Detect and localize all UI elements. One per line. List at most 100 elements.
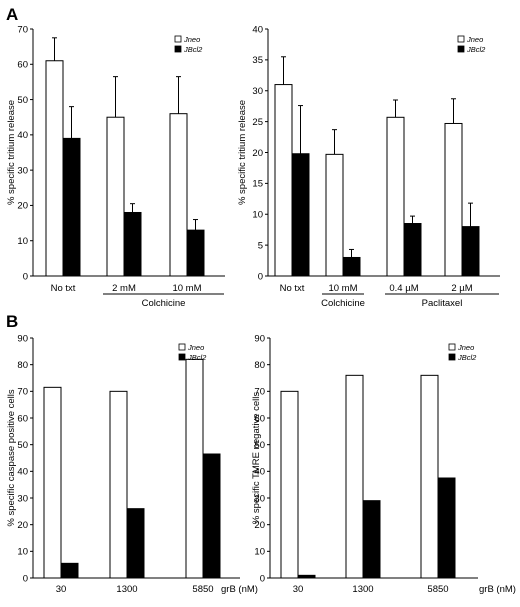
y-tick-label: 0 <box>260 573 265 584</box>
legend-label-jneo: Jneo <box>183 35 200 44</box>
y-tick-label: 30 <box>252 86 263 97</box>
bar-jbcl2-3 <box>437 477 456 579</box>
bar-jneo-3 <box>169 113 188 277</box>
y-tick-label: 20 <box>17 201 28 212</box>
y-tick-label: 60 <box>254 413 265 424</box>
legend-label-jbcl2: JBcl2 <box>187 353 207 362</box>
y-tick-label: 50 <box>17 95 28 106</box>
legend-swatch-jbcl2 <box>448 353 456 361</box>
y-tick-label: 70 <box>17 387 28 398</box>
legend-swatch-jbcl2 <box>457 45 465 53</box>
y-tick-label: 0 <box>23 573 28 584</box>
y-axis-title: % specific tritium release <box>6 100 17 205</box>
y-tick-label: 50 <box>17 440 28 451</box>
bar-jbcl2-1 <box>291 153 310 277</box>
group-label: Paclitaxel <box>422 298 463 309</box>
x-axis-unit-label: grB (nM) <box>479 584 516 595</box>
y-tick-label: 80 <box>17 360 28 371</box>
y-tick-label: 0 <box>258 271 263 282</box>
x-category-label: 1300 <box>116 584 137 595</box>
legend-swatch-jneo <box>457 35 465 43</box>
bar-jneo-2 <box>345 374 364 579</box>
y-axis-title: % specific tritium release <box>237 100 248 205</box>
x-category-label: 5850 <box>192 584 213 595</box>
bar-jneo-1 <box>274 84 293 277</box>
bar-jbcl2-4 <box>461 226 480 277</box>
y-tick-label: 50 <box>254 440 265 451</box>
x-category-label: 10 mM <box>328 283 357 294</box>
y-tick-label: 90 <box>254 333 265 344</box>
y-tick-label: 20 <box>252 148 263 159</box>
bar-jbcl2-2 <box>362 500 381 579</box>
x-category-label: 30 <box>56 584 67 595</box>
y-tick-label: 80 <box>254 360 265 371</box>
legend-label-jneo: Jneo <box>466 35 483 44</box>
legend-label-jneo: Jneo <box>187 343 204 352</box>
bar-jneo-1 <box>280 390 299 579</box>
x-category-label: No txt <box>280 283 305 294</box>
panel-label-b: B <box>6 312 18 331</box>
bar-jneo-1 <box>43 386 62 579</box>
y-tick-label: 30 <box>254 493 265 504</box>
bar-jneo-4 <box>444 122 463 277</box>
x-category-label: 1300 <box>352 584 373 595</box>
legend-label-jneo: Jneo <box>457 343 474 352</box>
bar-jneo-2 <box>325 153 344 277</box>
chart-1: 0 10 20 30 40 50 60 70 % specific tritium releas… <box>6 24 225 309</box>
legend-label-jbcl2: JBcl2 <box>183 45 203 54</box>
legend-swatch-jneo <box>448 343 456 351</box>
legend-label-jbcl2: JBcl2 <box>466 45 486 54</box>
y-tick-label: 10 <box>252 210 263 221</box>
bar-jneo-3 <box>185 358 204 579</box>
bar-jneo-1 <box>45 60 64 277</box>
y-tick-label: 25 <box>252 117 263 128</box>
bar-jbcl2-1 <box>62 137 81 277</box>
bar-jneo-2 <box>109 390 128 579</box>
x-category-label: 5850 <box>427 584 448 595</box>
x-category-label: 0.4 µM <box>389 283 418 294</box>
y-tick-label: 10 <box>17 547 28 558</box>
y-tick-label: 30 <box>17 165 28 176</box>
bar-jbcl2-3 <box>202 453 221 579</box>
y-tick-label: 30 <box>17 493 28 504</box>
y-tick-label: 35 <box>252 55 263 66</box>
bar-jneo-2 <box>106 116 125 277</box>
y-tick-label: 10 <box>254 547 265 558</box>
x-category-label: 2 mM <box>112 283 136 294</box>
y-tick-label: 20 <box>17 520 28 531</box>
chart-3: 0 10 20 30 40 50 60 70 80 90 % specific caspase po… <box>6 333 258 595</box>
bar-jbcl2-3 <box>186 229 205 277</box>
y-tick-label: 0 <box>23 271 28 282</box>
y-tick-label: 40 <box>17 467 28 478</box>
y-tick-label: 70 <box>17 24 28 35</box>
y-tick-label: 10 <box>17 236 28 247</box>
bar-jbcl2-1 <box>60 562 79 579</box>
bar-jbcl2-2 <box>126 508 145 579</box>
y-tick-label: 70 <box>254 387 265 398</box>
y-axis-title: % specific TMRE negative cells <box>251 392 262 525</box>
x-category-label: 2 µM <box>451 283 472 294</box>
legend-label-jbcl2: JBcl2 <box>457 353 477 362</box>
y-tick-label: 60 <box>17 413 28 424</box>
bar-jbcl2-2 <box>123 211 142 277</box>
bar-jneo-3 <box>386 116 405 277</box>
y-tick-label: 40 <box>252 24 263 35</box>
y-tick-label: 15 <box>252 179 263 190</box>
y-tick-label: 90 <box>17 333 28 344</box>
x-category-label: 30 <box>293 584 304 595</box>
legend-swatch-jbcl2 <box>178 353 186 361</box>
x-category-label: No txt <box>51 283 76 294</box>
bar-jneo-3 <box>420 374 439 579</box>
legend-swatch-jneo <box>174 35 182 43</box>
chart-4: 0 10 20 30 40 50 60 70 80 90 % specific TMRE negat… <box>251 333 516 595</box>
y-tick-label: 40 <box>254 467 265 478</box>
chart-2: 0 5 10 15 20 25 30 35 40 % specific tritium relea… <box>237 24 500 309</box>
y-tick-label: 40 <box>17 130 28 141</box>
group-label: Colchicine <box>321 298 365 309</box>
legend-swatch-jbcl2 <box>174 45 182 53</box>
